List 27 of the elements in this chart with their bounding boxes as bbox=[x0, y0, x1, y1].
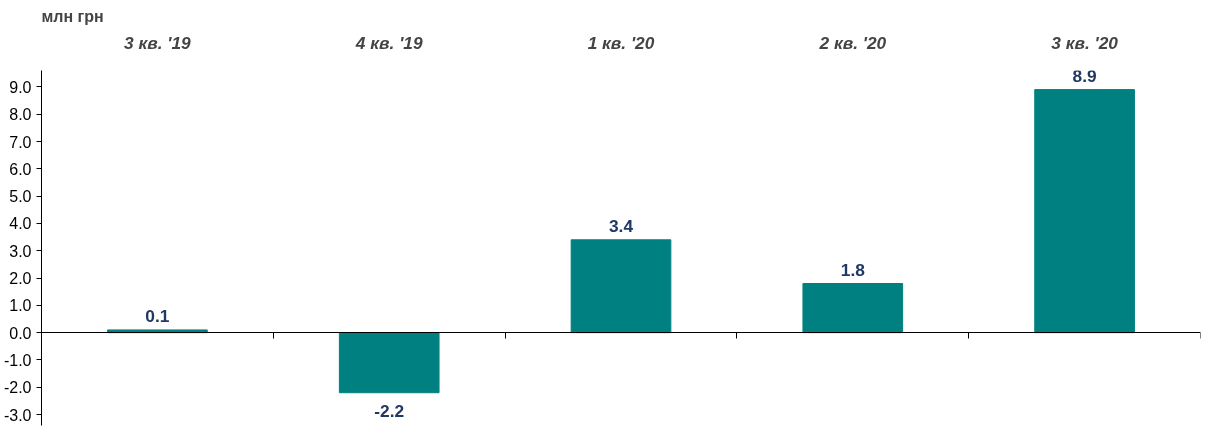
y-tick-label: 0.0 bbox=[9, 324, 32, 342]
data-label: -2.2 bbox=[374, 400, 405, 421]
y-tick-label: -3.0 bbox=[3, 406, 32, 424]
y-axis-title: млн грн bbox=[41, 7, 104, 25]
y-tick-label: 3.0 bbox=[9, 242, 32, 260]
y-tick-label: -1.0 bbox=[3, 351, 32, 369]
bar bbox=[570, 239, 672, 334]
y-tick-label: 4.0 bbox=[9, 215, 32, 233]
x-tick-label: 1 кв. '20 bbox=[587, 32, 655, 53]
data-label: 0.1 bbox=[145, 305, 170, 326]
x-tick-label: 2 кв. '20 bbox=[818, 32, 887, 53]
y-tick-label: 8.0 bbox=[9, 106, 32, 124]
bar bbox=[338, 332, 440, 394]
x-tick-label: 4 кв. '19 bbox=[354, 32, 423, 53]
y-tick-label: 1.0 bbox=[9, 297, 32, 315]
data-label: 3.4 bbox=[608, 215, 634, 236]
y-tick-label: 9.0 bbox=[9, 78, 32, 96]
x-tick-label: 3 кв. '19 bbox=[124, 32, 192, 53]
y-tick-label: 5.0 bbox=[9, 188, 32, 206]
bar bbox=[802, 283, 904, 334]
y-tick-label: -2.0 bbox=[3, 379, 32, 397]
x-tick-label: 3 кв. '20 bbox=[1051, 32, 1119, 53]
y-tick-label: 2.0 bbox=[9, 270, 32, 288]
data-label: 1.8 bbox=[840, 259, 866, 280]
bar bbox=[1034, 89, 1135, 334]
y-tick-label: 6.0 bbox=[9, 160, 32, 178]
y-tick-label: 7.0 bbox=[9, 133, 32, 151]
